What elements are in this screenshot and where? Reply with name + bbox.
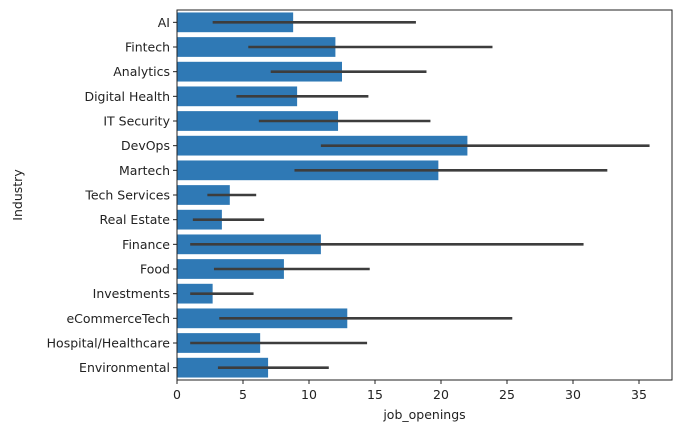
x-tick-label: 10 <box>301 387 317 402</box>
y-tick-label: Martech <box>119 163 170 178</box>
y-tick-label: Investments <box>93 286 170 301</box>
x-tick-label: 25 <box>499 387 515 402</box>
y-axis-label: Industry <box>10 169 25 221</box>
y-tick-label: eCommerceTech <box>66 311 170 326</box>
y-tick-label: Tech Services <box>84 188 170 203</box>
bar <box>177 185 230 205</box>
x-tick-label: 35 <box>631 387 647 402</box>
errorbars-layer <box>190 21 650 369</box>
y-tick-label: Digital Health <box>84 89 170 104</box>
bar <box>177 61 342 82</box>
x-tick-label: 20 <box>433 387 449 402</box>
y-tick-label: Hospital/Healthcare <box>47 336 171 351</box>
y-tick-label: Fintech <box>125 40 170 55</box>
x-axis-ticks: 0 5 10 15 20 25 30 35 <box>173 380 647 402</box>
x-tick-label: 15 <box>367 387 383 402</box>
y-tick-label: DevOps <box>121 138 170 153</box>
x-axis-label: job_openings <box>382 407 465 422</box>
y-axis-ticks: AI Fintech Analytics Digital Health IT Secur… <box>47 15 177 375</box>
y-tick-label: AI <box>158 15 170 30</box>
x-tick-label: 30 <box>565 387 581 402</box>
x-tick-label: 5 <box>239 387 247 402</box>
bar <box>177 111 339 131</box>
y-tick-label: Finance <box>122 237 170 252</box>
y-tick-label: Real Estate <box>100 212 171 227</box>
y-tick-label: IT Security <box>103 114 170 129</box>
y-tick-label: Environmental <box>79 360 170 375</box>
x-tick-label: 0 <box>173 387 181 402</box>
y-tick-label: Analytics <box>113 64 170 79</box>
y-tick-label: Food <box>140 262 170 277</box>
